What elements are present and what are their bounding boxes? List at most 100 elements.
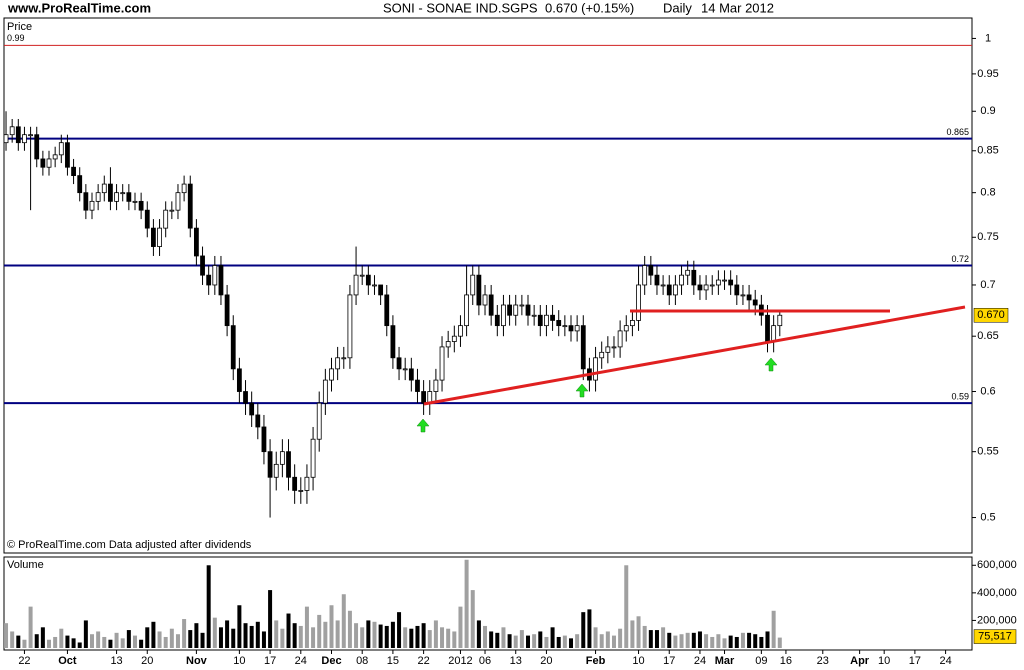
volume-bar (354, 623, 359, 648)
candle-body (255, 414, 261, 428)
volume-bar (22, 639, 27, 648)
candle-body (114, 192, 119, 202)
candle-body (494, 314, 500, 327)
volume-bar (4, 623, 9, 648)
level-label: 0.59 (951, 392, 969, 402)
candle-body (52, 154, 58, 160)
volume-bar (777, 637, 782, 648)
volume-bar (261, 631, 266, 648)
volume-bar (740, 632, 745, 648)
volume-bar (759, 636, 764, 648)
candle-body (531, 314, 537, 317)
candle-body (181, 183, 187, 194)
candle-body (15, 126, 21, 144)
candle-body (507, 304, 512, 316)
candle-body (163, 209, 169, 229)
candle-body (709, 284, 715, 287)
volume-bar (268, 590, 273, 648)
volume-bar (691, 632, 696, 648)
volume-bar (347, 610, 352, 648)
volume-bar (421, 623, 426, 648)
volume-bar (16, 635, 21, 648)
volume-bar (452, 631, 457, 648)
candle-body (304, 476, 310, 491)
candle-body (421, 391, 427, 404)
volume-bar (378, 624, 383, 648)
candle-body (249, 402, 255, 416)
period: Daily (663, 0, 692, 15)
volume-bar (71, 638, 76, 648)
volume-bar (415, 625, 420, 648)
candle-body (636, 284, 641, 321)
volume-bar (108, 639, 113, 648)
volume-bar (249, 625, 254, 648)
volume-bar (47, 639, 52, 648)
volume-bar (587, 609, 592, 648)
volume-tick-label: 400,000 (977, 587, 1017, 599)
volume-bar (716, 634, 721, 648)
candle-body (715, 279, 721, 286)
volume-bar (765, 631, 770, 648)
date: 14 Mar 2012 (701, 0, 774, 15)
x-tick-label: 24 (694, 655, 706, 667)
volume-bar (593, 627, 598, 648)
volume-bar (605, 631, 610, 648)
candle-body (89, 200, 95, 211)
candle-body (46, 158, 52, 168)
level-label: 0.865 (946, 127, 969, 137)
volume-bar (132, 635, 137, 648)
volume-bar (476, 620, 481, 648)
x-tick-label: 22 (18, 655, 30, 667)
x-tick-label: Feb (586, 655, 606, 667)
candle-body (525, 304, 531, 316)
volume-bar (722, 638, 727, 648)
candle-body (408, 368, 414, 381)
candle-body (433, 379, 439, 392)
candle-body (316, 402, 322, 440)
candle-body (144, 209, 150, 229)
volume-bar (470, 590, 475, 648)
x-tick-label: 2012 (448, 655, 472, 667)
x-tick-label: 23 (817, 655, 829, 667)
volume-bar (311, 627, 316, 648)
candle-body (71, 166, 76, 177)
volume-bar (679, 634, 684, 648)
volume-bar (618, 628, 623, 648)
volume-bar (397, 612, 402, 648)
candle-body (752, 299, 758, 306)
volume-bar (710, 636, 715, 648)
y-tick-label: 0.9 (980, 105, 995, 117)
volume-bar (403, 627, 408, 648)
volume-bar (495, 632, 500, 648)
candle-body (378, 284, 384, 296)
volume-bar (298, 625, 303, 648)
candle-body (648, 265, 654, 276)
x-tick-label: 15 (387, 655, 399, 667)
volume-bar (483, 625, 488, 648)
candle-body (298, 490, 304, 492)
rising-trendline (423, 305, 966, 406)
volume-bar (556, 636, 561, 648)
candle-body (703, 284, 709, 291)
candle-body (537, 314, 543, 327)
volume-bar (225, 620, 230, 648)
volume-panel (3, 556, 973, 651)
candle-body (384, 294, 390, 327)
candle-body (77, 175, 83, 194)
last-price-tag (973, 307, 1009, 323)
volume-bar (581, 612, 586, 648)
volume-bar (304, 606, 309, 648)
last-price-label: 0.670 (977, 309, 1005, 321)
volume-bar (372, 621, 377, 648)
volume-bar (10, 631, 15, 648)
volume-bar (753, 634, 758, 648)
candle-body (34, 134, 40, 160)
volume-bar (697, 631, 702, 648)
volume-bar (568, 638, 573, 648)
volume-bar (526, 635, 531, 648)
volume-bar (323, 621, 328, 648)
plot: 1 0.95 0.9 0.85 0.8 0.75 0.7 0.65 0.6 0.55 0.5 600,… (3, 32, 1017, 667)
volume-bar (151, 621, 156, 648)
candle-body (101, 183, 107, 194)
